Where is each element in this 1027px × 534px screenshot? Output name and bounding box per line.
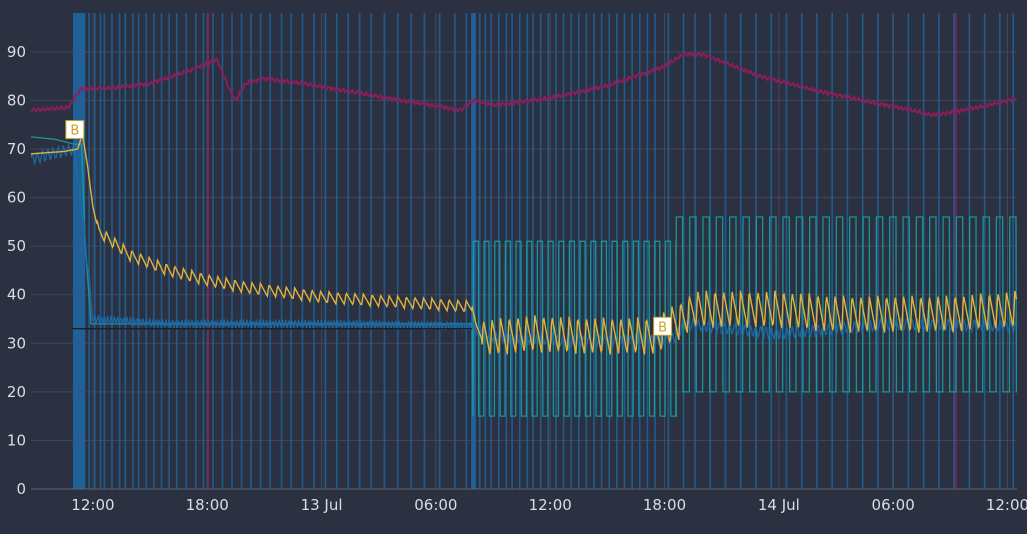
x-tick-label-5: 18:00 (643, 496, 686, 514)
series-group (30, 50, 1018, 417)
x-tick-label-0: 12:00 (71, 496, 114, 514)
event-band-0 (72, 13, 86, 489)
y-tick-label-7: 70 (7, 140, 26, 158)
series-temperature (30, 133, 1018, 355)
x-tick-label-7: 06:00 (872, 496, 915, 514)
y-tick-label-5: 50 (7, 237, 26, 255)
y-tick-label-1: 10 (7, 431, 26, 449)
marker-box-1 (653, 316, 673, 336)
y-tick-label-8: 80 (7, 91, 26, 109)
x-axis: 12:00 18:00 13 Jul 06:00 12:00 18:00 14 Jul 06:… (71, 496, 1027, 514)
x-tick-label-2: 13 Jul (301, 496, 343, 514)
series-humidity (30, 50, 1017, 118)
marker-label-1: B (658, 320, 667, 335)
series-valve (30, 144, 1017, 350)
y-tick-label-6: 60 (7, 189, 26, 207)
marker-label-0: B (70, 124, 79, 139)
y-tick-label-0: 0 (16, 480, 26, 498)
series-setpoint (30, 136, 1018, 417)
x-tick-label-6: 14 Jul (758, 496, 800, 514)
y-tick-label-2: 20 (7, 383, 26, 401)
y-tick-label-3: 30 (7, 334, 26, 352)
y-axis: 0 10 20 30 40 50 60 70 80 90 (7, 43, 26, 498)
y-tick-label-4: 40 (7, 286, 26, 304)
x-tick-label-3: 06:00 (414, 496, 457, 514)
x-tick-label-8: 12:00 (986, 496, 1027, 514)
marker-box-0 (65, 120, 85, 140)
x-tick-label-4: 12:00 (529, 496, 572, 514)
x-tick-label-1: 18:00 (186, 496, 229, 514)
annotation-markers: BB (65, 120, 673, 336)
y-tick-label-9: 90 (7, 43, 26, 61)
